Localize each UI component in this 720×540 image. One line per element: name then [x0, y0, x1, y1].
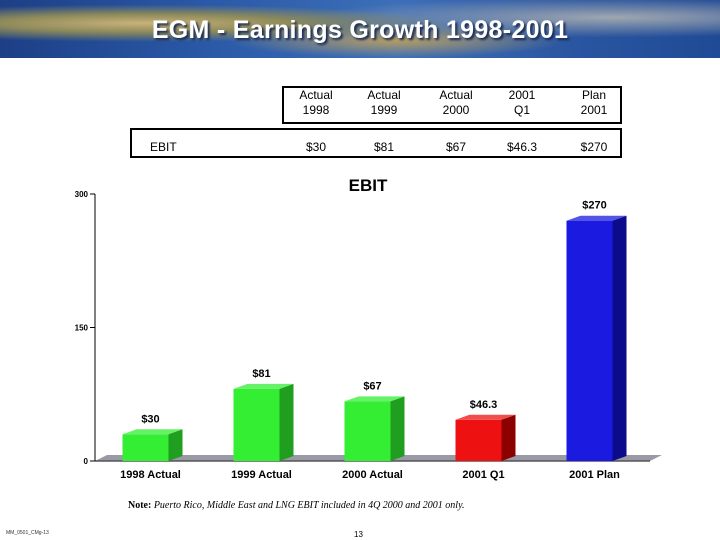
y-tick-label: 300 [75, 190, 89, 199]
bar-layer [122, 215, 627, 461]
bar-data-label: $30 [141, 413, 159, 425]
footnote-text: Puerto Rico, Middle East and LNG EBIT in… [153, 500, 465, 511]
bar-side [390, 396, 405, 461]
title-banner: EGM - Earnings Growth 1998-2001 [0, 0, 720, 58]
table-header-actual-1999: Actual 1999 [367, 88, 401, 117]
table-row-label: EBIT [150, 140, 177, 154]
x-category-label: 2001 Plan [569, 469, 620, 481]
table-cell-2000: $67 [445, 140, 467, 154]
table-cell-2001-plan: $270 [580, 140, 608, 154]
chart-title: EBIT [349, 176, 388, 195]
bar [122, 434, 169, 461]
bar-top [122, 429, 183, 435]
x-category-label: 2000 Actual [342, 469, 403, 481]
x-category-label: 1998 Actual [120, 469, 181, 481]
x-category-label: 1999 Actual [231, 469, 292, 481]
table-cell-1999: $81 [373, 140, 395, 154]
footnote: Note: Puerto Rico, Middle East and LNG E… [128, 500, 464, 511]
page-number: 13 [354, 530, 363, 539]
table-cell-2001-q1: $46.3 [506, 140, 538, 154]
bar-data-label: $270 [582, 200, 606, 212]
y-tick-label: 0 [84, 457, 89, 466]
table-header-actual-2000: Actual 2000 [439, 88, 473, 117]
bar-data-label: $81 [252, 368, 270, 380]
bar-side [168, 429, 183, 461]
bar [455, 419, 502, 461]
footnote-label: Note: [128, 500, 152, 511]
table-header-plan-2001: Plan 2001 [580, 88, 608, 117]
bar-side [279, 383, 294, 461]
bar-side [612, 215, 627, 461]
table-cell-1998: $30 [305, 140, 327, 154]
table-header-2001-q1: 2001 Q1 [508, 88, 536, 117]
y-tick-label: 150 [75, 324, 89, 333]
ebit-bar-chart: EBIT 0 150 300 $30 1998 Actual $81 1999 Actua… [75, 176, 662, 481]
bar-top [455, 414, 516, 420]
bar-data-label: $67 [363, 380, 381, 392]
table-header-actual-1998: Actual 1998 [299, 88, 333, 117]
page-title: EGM - Earnings Growth 1998-2001 [151, 16, 569, 44]
bar-top [233, 383, 294, 389]
table-header-box [282, 86, 622, 124]
bar [233, 388, 280, 461]
bar-top [344, 396, 405, 402]
bar-data-label: $46.3 [470, 399, 498, 411]
footer-slide-id: MM_0501_CMg-13 [6, 530, 49, 536]
bar [566, 220, 613, 461]
bar [344, 401, 391, 461]
x-category-label: 2001 Q1 [462, 469, 504, 481]
bar-side [501, 414, 516, 461]
label-layer: $30 1998 Actual $81 1999 Actual $67 2000 Actu… [120, 200, 620, 481]
table-data-row-box [130, 128, 622, 158]
bar-top [566, 215, 627, 221]
